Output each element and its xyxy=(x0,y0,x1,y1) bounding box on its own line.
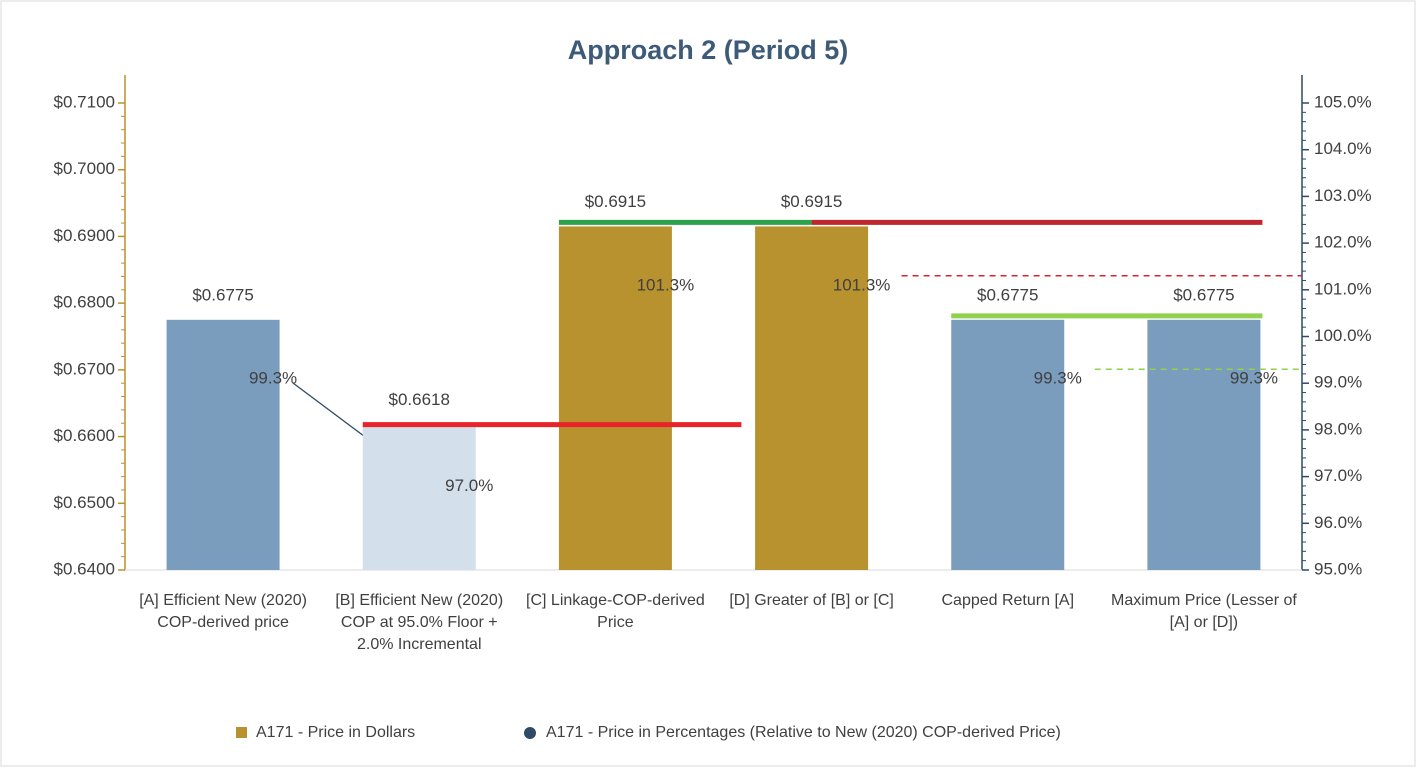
x-tick-label: [C] Linkage-COP-derived Price xyxy=(526,592,705,631)
x-tick-label: Maximum Price (Lesser of [A] or [D]) xyxy=(1110,592,1297,631)
x-tick-label: [D] Greater of [B] or [C] xyxy=(729,592,894,609)
percentage-label: 101.3% xyxy=(637,275,695,294)
y2-tick-label: 98.0% xyxy=(1314,419,1362,438)
y-tick-label: $0.6500 xyxy=(54,493,115,512)
y2-tick-label: 104.0% xyxy=(1314,139,1372,158)
value-label: $0.6775 xyxy=(1173,285,1234,304)
percentage-label: 99.3% xyxy=(1230,369,1278,388)
y-tick-label: $0.6900 xyxy=(54,226,115,245)
y-tick-label: $0.6600 xyxy=(54,426,115,445)
y-tick-label: $0.6800 xyxy=(54,293,115,312)
x-tick-label: [A] Efficient New (2020) COP-derived pri… xyxy=(139,592,307,631)
percentage-label: 99.3% xyxy=(249,369,297,388)
y-tick-label: $0.7100 xyxy=(54,92,115,111)
value-label: $0.6915 xyxy=(781,192,842,211)
legend-label: A171 - Price in Dollars xyxy=(256,724,415,741)
value-label: $0.6775 xyxy=(192,285,253,304)
y2-tick-label: 101.0% xyxy=(1314,279,1372,298)
value-label: $0.6915 xyxy=(585,192,646,211)
y-tick-label: $0.7000 xyxy=(54,159,115,178)
legend-swatch xyxy=(524,727,536,739)
legend-swatch xyxy=(236,727,247,738)
y2-tick-label: 100.0% xyxy=(1314,326,1372,345)
y-tick-label: $0.6700 xyxy=(54,359,115,378)
value-label: $0.6775 xyxy=(977,285,1038,304)
legend-label: A171 - Price in Percentages (Relative to… xyxy=(546,724,1061,741)
y2-tick-label: 105.0% xyxy=(1314,92,1372,111)
y-tick-label: $0.6400 xyxy=(54,559,115,578)
bar xyxy=(558,226,672,570)
percentage-label: 99.3% xyxy=(1034,369,1082,388)
chart-title: Approach 2 (Period 5) xyxy=(568,35,849,65)
y2-tick-label: 95.0% xyxy=(1314,559,1362,578)
bar xyxy=(755,226,869,570)
y2-tick-label: 99.0% xyxy=(1314,373,1362,392)
bar xyxy=(951,319,1065,570)
bar xyxy=(1147,319,1261,570)
percentage-label: 101.3% xyxy=(833,275,891,294)
bar xyxy=(166,319,280,570)
bar xyxy=(362,424,476,570)
y2-tick-label: 96.0% xyxy=(1314,513,1362,532)
x-tick-label: [B] Efficient New (2020) COP at 95.0% Fl… xyxy=(335,592,504,653)
percentage-label: 97.0% xyxy=(445,476,493,495)
x-tick-label: Capped Return [A] xyxy=(941,592,1075,609)
y2-tick-label: 103.0% xyxy=(1314,186,1372,205)
y2-tick-label: 97.0% xyxy=(1314,466,1362,485)
value-label: $0.6618 xyxy=(389,390,450,409)
y2-tick-label: 102.0% xyxy=(1314,233,1372,252)
